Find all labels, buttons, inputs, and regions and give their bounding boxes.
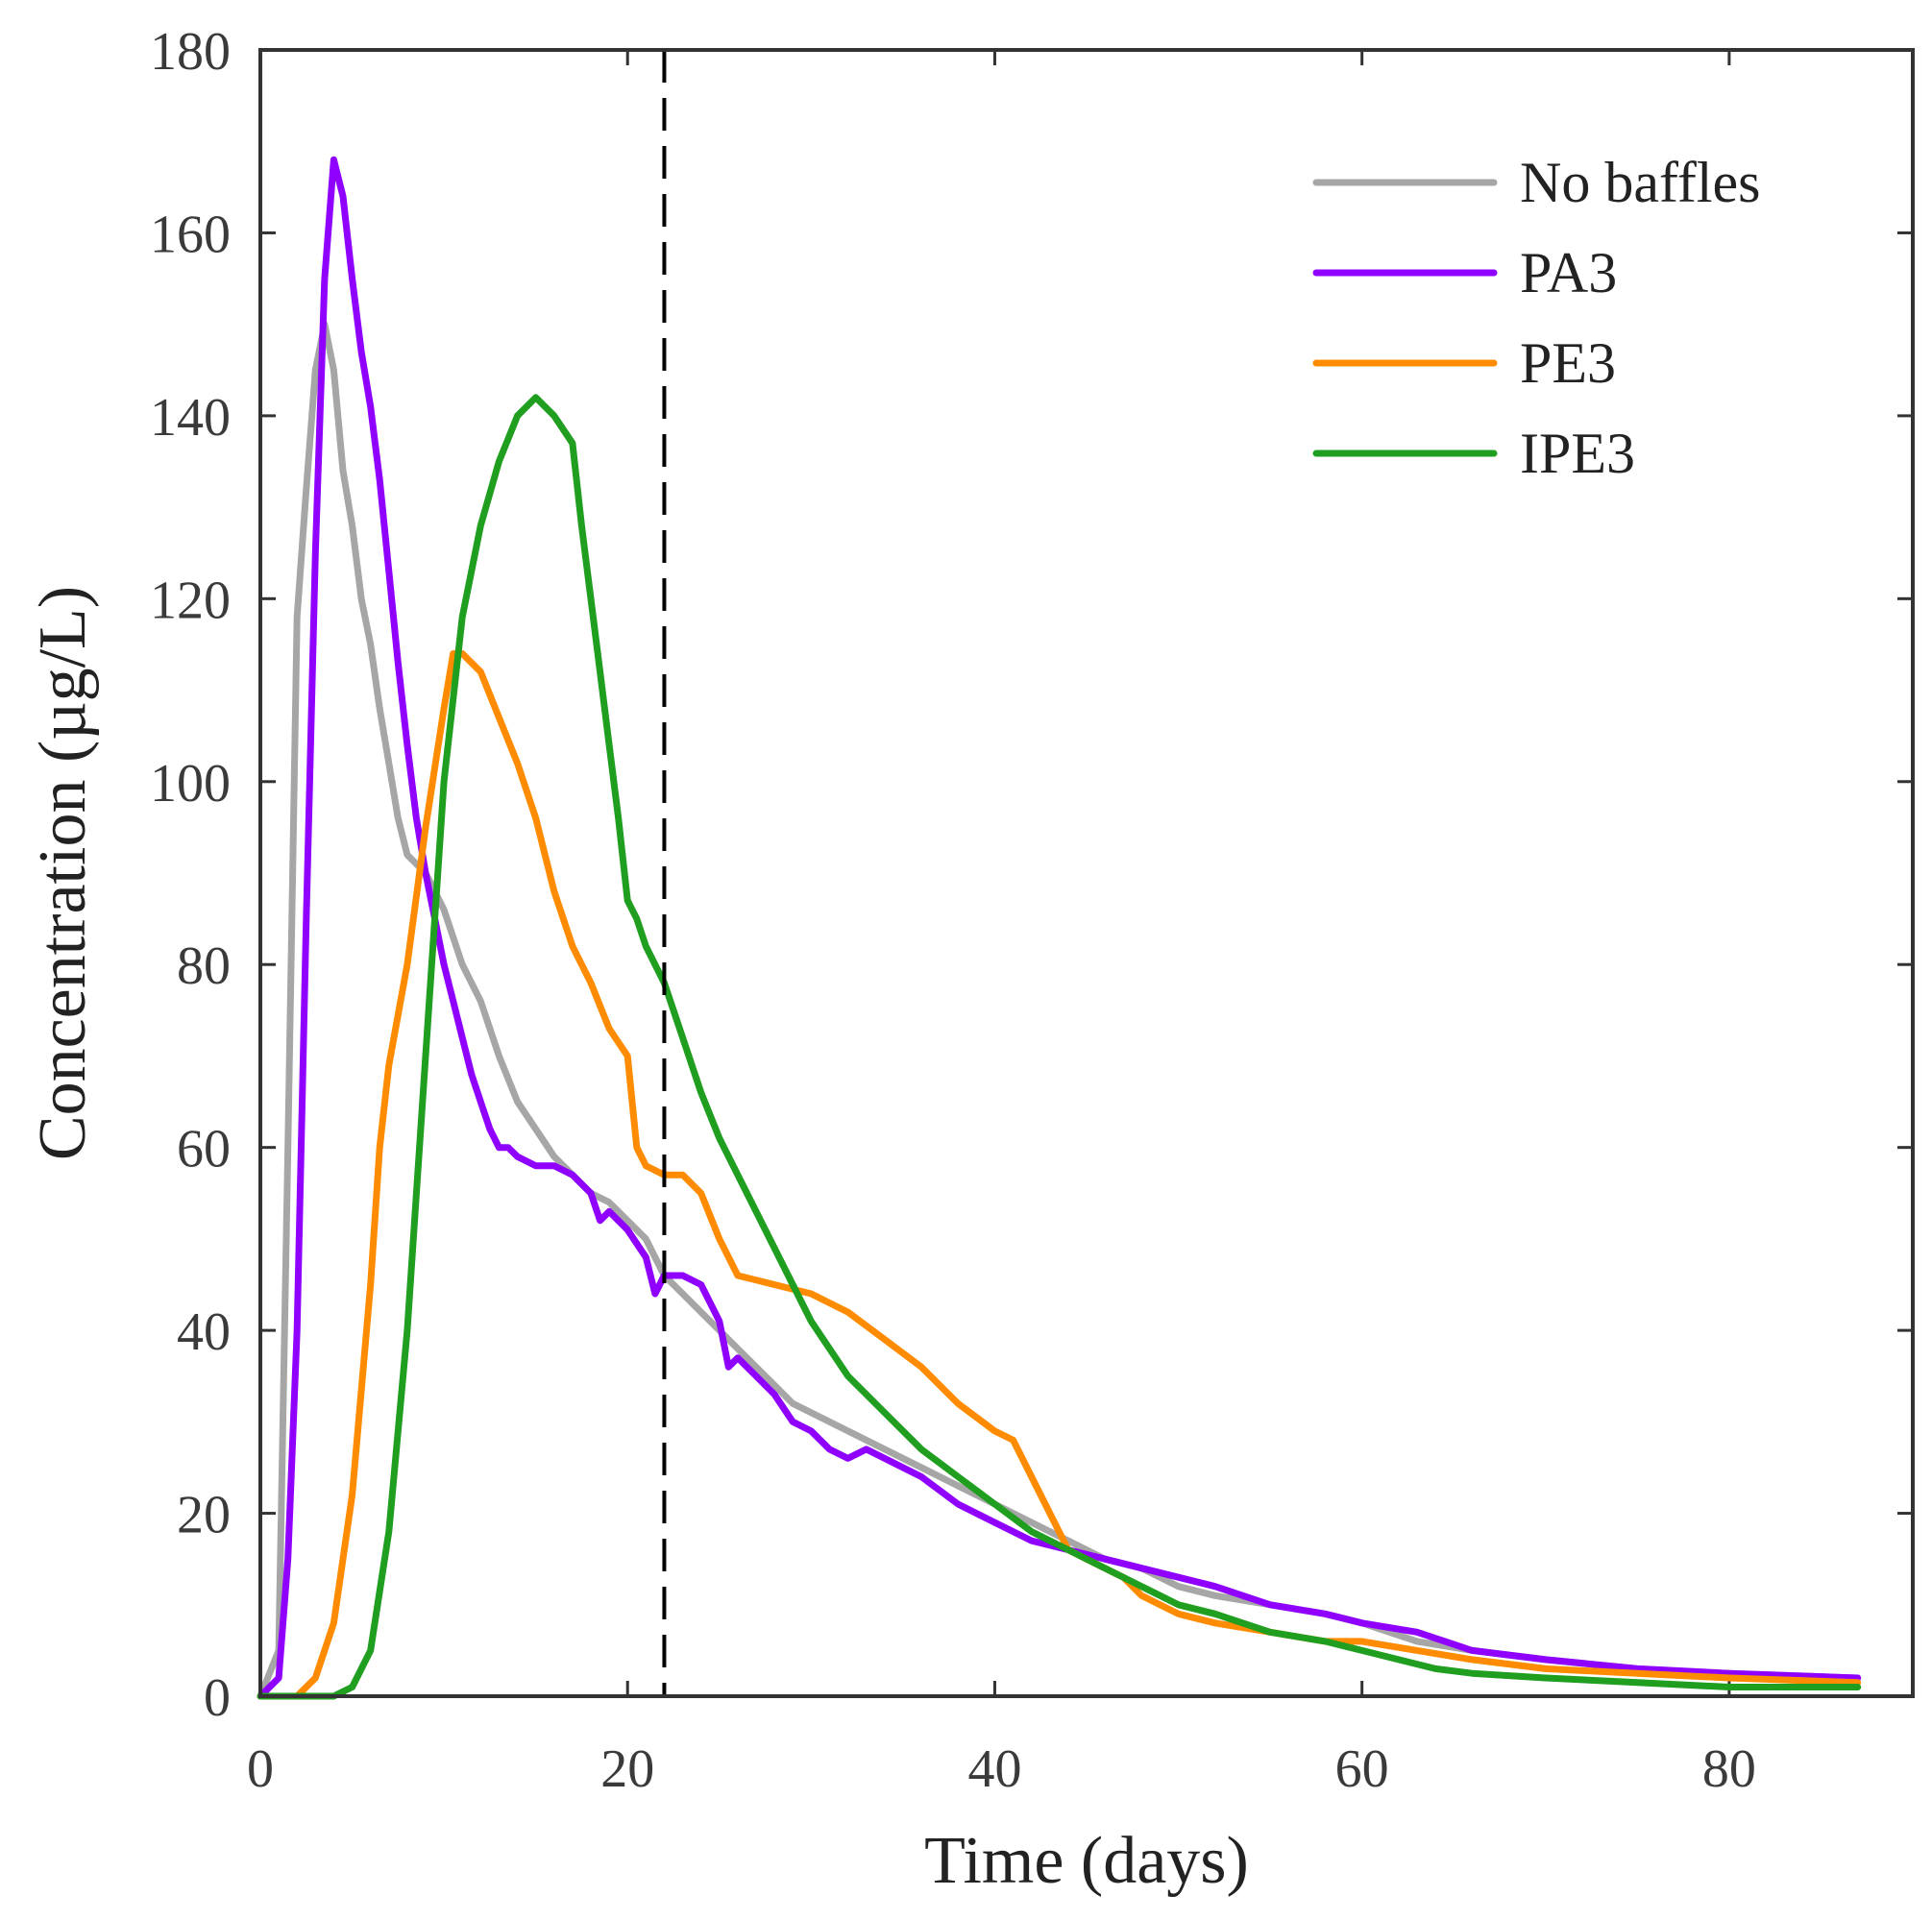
series-line-pe3 (257, 650, 1862, 1700)
y-tick-label: 100 (150, 754, 231, 814)
series-line-pa3 (257, 156, 1862, 1700)
x-tick-label: 80 (1702, 1739, 1756, 1799)
legend-label-pe3: PE3 (1520, 331, 1616, 395)
y-tick-label: 60 (177, 1120, 231, 1179)
x-tick-label: 0 (247, 1739, 274, 1799)
legend-label-ipe3: IPE3 (1520, 422, 1635, 485)
x-axis-title: Time (days) (924, 1824, 1249, 1898)
y-axis-title: Concentration (µg/L) (26, 586, 100, 1160)
plot-background (260, 50, 1913, 1696)
x-tick-labels: 0 20 40 60 80 (247, 1739, 1756, 1799)
series-lines (257, 156, 1862, 1700)
y-tick-label: 80 (177, 936, 231, 996)
legend: No baffles PA3 PE3 IPE3 (1312, 151, 1761, 485)
y-tick-label: 0 (204, 1668, 231, 1728)
y-tick-label: 160 (150, 205, 231, 264)
y-tick-label: 120 (150, 571, 231, 630)
y-tick-label: 20 (177, 1486, 231, 1545)
y-tick-label: 40 (177, 1302, 231, 1362)
x-tick-label: 60 (1335, 1739, 1389, 1799)
y-tick-labels: 0 20 40 60 80 100 120 140 160 180 (150, 22, 231, 1728)
series-line-ipe3 (257, 394, 1862, 1700)
x-tick-label: 40 (967, 1739, 1021, 1799)
legend-label-no-baffles: No baffles (1520, 151, 1761, 214)
legend-label-pa3: PA3 (1520, 241, 1617, 304)
x-tick-label: 20 (600, 1739, 654, 1799)
series-line-no-baffles (257, 321, 1862, 1700)
y-tick-label: 140 (150, 388, 231, 448)
y-tick-label: 180 (150, 22, 231, 82)
plot-frame (258, 48, 1915, 1698)
